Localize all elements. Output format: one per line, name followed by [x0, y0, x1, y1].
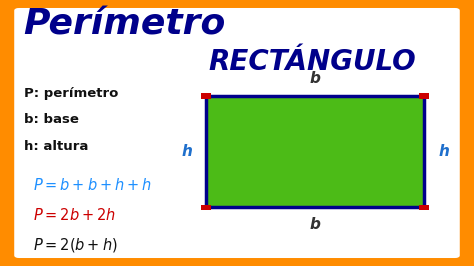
Text: h: h	[438, 144, 449, 159]
Text: h: altura: h: altura	[24, 140, 88, 153]
Text: $P = 2(b + h)$: $P = 2(b + h)$	[33, 236, 118, 254]
Text: b: base: b: base	[24, 113, 79, 126]
Text: b: b	[310, 217, 320, 232]
Text: P: perímetro: P: perímetro	[24, 87, 118, 99]
Bar	[206, 96, 424, 207]
Bar	[419, 93, 429, 99]
Text: Perímetro: Perímetro	[24, 8, 226, 42]
Bar	[201, 205, 211, 210]
Text: h: h	[181, 144, 192, 159]
Text: $P = b + b + h + h$: $P = b + b + h + h$	[33, 177, 152, 193]
Text: b: b	[310, 72, 320, 86]
Bar	[201, 93, 211, 99]
Text: $P = 2b + 2h$: $P = 2b + 2h$	[33, 207, 116, 223]
Bar	[419, 205, 429, 210]
Text: RECTÁNGULO: RECTÁNGULO	[209, 48, 416, 76]
